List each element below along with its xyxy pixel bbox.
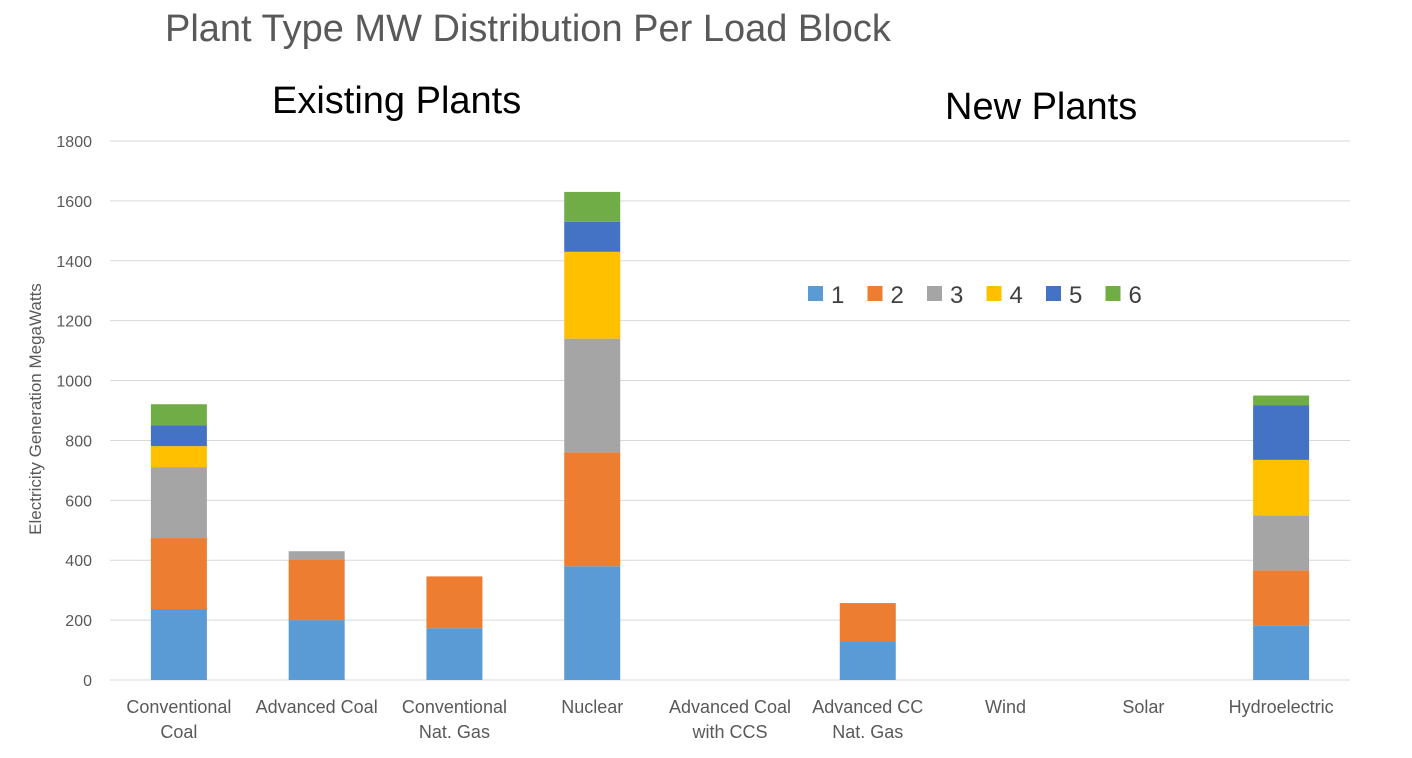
bar-segment [150,425,207,447]
bar-segment [288,559,345,621]
y-tick-label: 1800 [56,134,92,151]
bar-segment [426,576,483,629]
x-tick-label: with CCS [691,722,767,742]
bar-segment [150,538,207,610]
bar-segment [564,221,621,252]
legend-label: 1 [831,282,844,309]
bar-segment [150,446,207,468]
y-tick-label: 1600 [56,194,92,211]
bar-segment [1253,395,1310,406]
legend-swatch [986,286,1002,301]
bar-segment [1253,459,1310,516]
x-tick-label: Nuclear [561,697,623,717]
y-tick-label: 600 [65,493,92,510]
y-tick-label: 800 [65,433,92,450]
y-tick-label: 1000 [56,374,92,391]
legend-label: 4 [1010,282,1023,309]
bar-stacks [150,191,1310,680]
bar-segment [564,191,621,222]
legend-swatch [1105,286,1121,301]
bar-segment [564,452,621,567]
bar-segment [150,609,207,680]
bar-segment [1253,570,1310,626]
bar-segment [288,551,345,560]
x-tick-label: Hydroelectric [1229,697,1334,717]
x-tick-label: Coal [160,722,197,742]
x-tick-label: Nat. Gas [419,722,490,742]
bar-segment [150,467,207,539]
bar-segment [839,603,896,642]
y-tick-labels: 0 200 400 600 800 1000 1200 1400 1600 1800 [56,134,92,690]
bar-segment [426,628,483,680]
legend-swatch [808,286,823,301]
bar-segment [564,566,621,680]
new-plants-label: New Plants [945,86,1138,128]
bar-segment [1253,625,1310,680]
x-tick-label: Nat. Gas [832,722,903,742]
y-tick-label: 1400 [56,254,92,271]
x-tick-label: Solar [1122,697,1164,717]
legend-swatch [1046,286,1061,301]
legend-label: 3 [950,282,963,309]
bar-segment [564,338,621,453]
y-tick-label: 1200 [56,314,92,331]
bar-segment [564,251,621,339]
bar-segment [288,620,345,680]
existing-plants-label: Existing Plants [272,80,522,122]
bar-segment [1253,515,1310,571]
legend-swatch [867,286,883,301]
legend-label: 6 [1129,282,1142,309]
x-tick-labels: Conventional Coal Advanced Coal Conventiona… [126,697,1333,742]
y-tick-label: 200 [65,613,92,630]
chart-title: Plant Type MW Distribution Per Load Bloc… [165,8,891,50]
legend-label: 2 [891,282,904,309]
y-tick-label: 400 [65,553,92,570]
bar-segment [1253,405,1310,460]
x-tick-label: Advanced CC [812,697,923,717]
x-tick-label: Conventional [402,697,507,717]
bar-segment [839,641,896,680]
y-tick-label: 0 [83,673,92,690]
x-tick-label: Conventional [126,697,231,717]
x-tick-label: Wind [985,697,1026,717]
legend-swatch [927,286,942,301]
x-tick-label: Advanced Coal [669,697,791,717]
legend-label: 5 [1069,282,1082,309]
legend: 1 2 3 4 5 6 [808,282,1142,309]
bar-segment [150,404,207,426]
x-tick-label: Advanced Coal [256,697,378,717]
